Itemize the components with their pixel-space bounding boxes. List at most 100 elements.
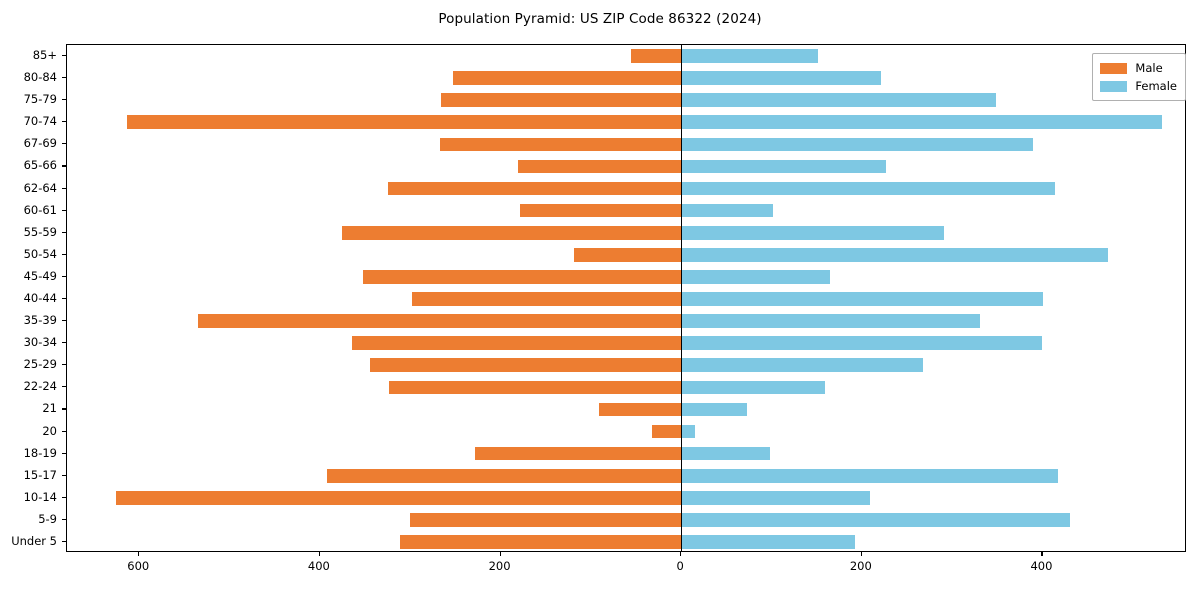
y-tick-label: 85+: [32, 48, 57, 63]
bar-row: [67, 314, 1185, 328]
y-tick-label: 60-61: [23, 202, 57, 217]
bar-female[interactable]: [681, 49, 819, 63]
y-tick-label: 75-79: [23, 92, 57, 107]
bar-male[interactable]: [412, 292, 682, 306]
y-tick-mark: [62, 540, 66, 543]
bar-male[interactable]: [352, 336, 682, 350]
bar-male[interactable]: [387, 181, 682, 196]
bar-female[interactable]: [681, 270, 831, 284]
legend-item-female[interactable]: Female: [1100, 77, 1177, 95]
bar-female[interactable]: [681, 358, 924, 373]
bar-male[interactable]: [599, 402, 682, 417]
y-tick-label: 20: [42, 423, 57, 438]
bar-male[interactable]: [197, 314, 682, 328]
bar-male[interactable]: [126, 115, 682, 130]
y-tick-mark: [62, 342, 66, 344]
y-tick-label: 10-14: [23, 489, 57, 504]
bar-male[interactable]: [115, 490, 682, 505]
bar-female[interactable]: [681, 380, 825, 395]
bar-female[interactable]: [681, 115, 1162, 130]
bar-female[interactable]: [681, 446, 770, 461]
y-tick-label: 35-39: [23, 313, 57, 328]
y-tick-mark: [62, 386, 66, 388]
chart-title: Population Pyramid: US ZIP Code 86322 (2…: [438, 11, 762, 27]
x-tick-label: 200: [849, 559, 872, 573]
bar-male[interactable]: [520, 203, 682, 218]
bar-row: [67, 270, 1185, 284]
bar-row: [67, 49, 1185, 63]
y-tick-mark: [62, 275, 66, 277]
bar-male[interactable]: [341, 225, 682, 240]
bar-female[interactable]: [681, 513, 1071, 527]
y-tick-label: 25-29: [23, 357, 57, 372]
bar-male[interactable]: [440, 93, 682, 108]
bar-female[interactable]: [681, 137, 1033, 152]
x-tick-label: 0: [676, 559, 684, 573]
plot-area: [66, 44, 1186, 552]
bar-female[interactable]: [681, 225, 945, 240]
bar-row: [67, 424, 1185, 439]
bar-male[interactable]: [652, 424, 682, 439]
bar-row: [67, 225, 1185, 240]
bar-row: [67, 380, 1185, 395]
bar-female[interactable]: [681, 247, 1108, 262]
bar-male[interactable]: [517, 159, 682, 174]
y-tick-mark: [62, 452, 66, 454]
y-tick-mark: [62, 474, 66, 476]
y-tick-mark: [62, 253, 66, 255]
bar-female[interactable]: [681, 468, 1058, 483]
bar-female[interactable]: [681, 336, 1043, 350]
bar-row: [67, 203, 1185, 218]
legend-item-male[interactable]: Male: [1100, 59, 1177, 77]
bar-male[interactable]: [363, 270, 682, 284]
bar-male[interactable]: [630, 49, 682, 63]
bar-male[interactable]: [573, 247, 682, 262]
bar-female[interactable]: [681, 292, 1044, 306]
y-tick-mark: [62, 209, 66, 211]
x-tick-label: 400: [1030, 559, 1053, 573]
y-tick-mark: [62, 99, 66, 101]
legend-label-female: Female: [1135, 79, 1177, 93]
bar-female[interactable]: [681, 93, 996, 108]
y-tick-label: 21: [42, 401, 57, 416]
bar-female[interactable]: [681, 71, 881, 85]
bars-layer: [67, 45, 1185, 551]
bar-row: [67, 336, 1185, 350]
bar-female[interactable]: [681, 203, 774, 218]
bar-female[interactable]: [681, 159, 887, 174]
y-tick-mark: [62, 518, 66, 520]
bar-row: [67, 468, 1185, 483]
y-tick-mark: [62, 55, 66, 57]
bar-female[interactable]: [681, 181, 1056, 196]
bar-female[interactable]: [681, 402, 748, 417]
y-tick-label: 45-49: [23, 268, 57, 283]
y-tick-label: 5-9: [38, 511, 57, 526]
bar-row: [67, 71, 1185, 85]
y-tick-label: 55-59: [23, 224, 57, 239]
bar-female[interactable]: [681, 535, 855, 549]
bar-male[interactable]: [389, 380, 682, 395]
bar-male[interactable]: [452, 71, 682, 85]
bar-row: [67, 115, 1185, 130]
y-tick-mark: [62, 320, 66, 322]
bar-male[interactable]: [369, 358, 682, 373]
bar-male[interactable]: [327, 468, 682, 483]
bar-row: [67, 292, 1185, 306]
bar-female[interactable]: [681, 490, 870, 505]
bar-female[interactable]: [681, 424, 695, 439]
x-tick-mark: [860, 552, 862, 556]
bar-row: [67, 93, 1185, 108]
x-tick-label: 600: [127, 559, 150, 573]
y-tick-label: 70-74: [23, 114, 57, 129]
y-tick-mark: [62, 364, 66, 366]
y-tick-label: 67-69: [23, 136, 57, 151]
x-tick-mark: [499, 552, 501, 556]
x-tick-mark: [680, 552, 682, 556]
bar-male[interactable]: [410, 513, 682, 527]
bar-male[interactable]: [400, 535, 682, 549]
bar-female[interactable]: [681, 314, 981, 328]
bar-male[interactable]: [475, 446, 682, 461]
bar-male[interactable]: [440, 137, 682, 152]
bar-row: [67, 402, 1185, 417]
x-tick-mark: [1041, 552, 1043, 556]
